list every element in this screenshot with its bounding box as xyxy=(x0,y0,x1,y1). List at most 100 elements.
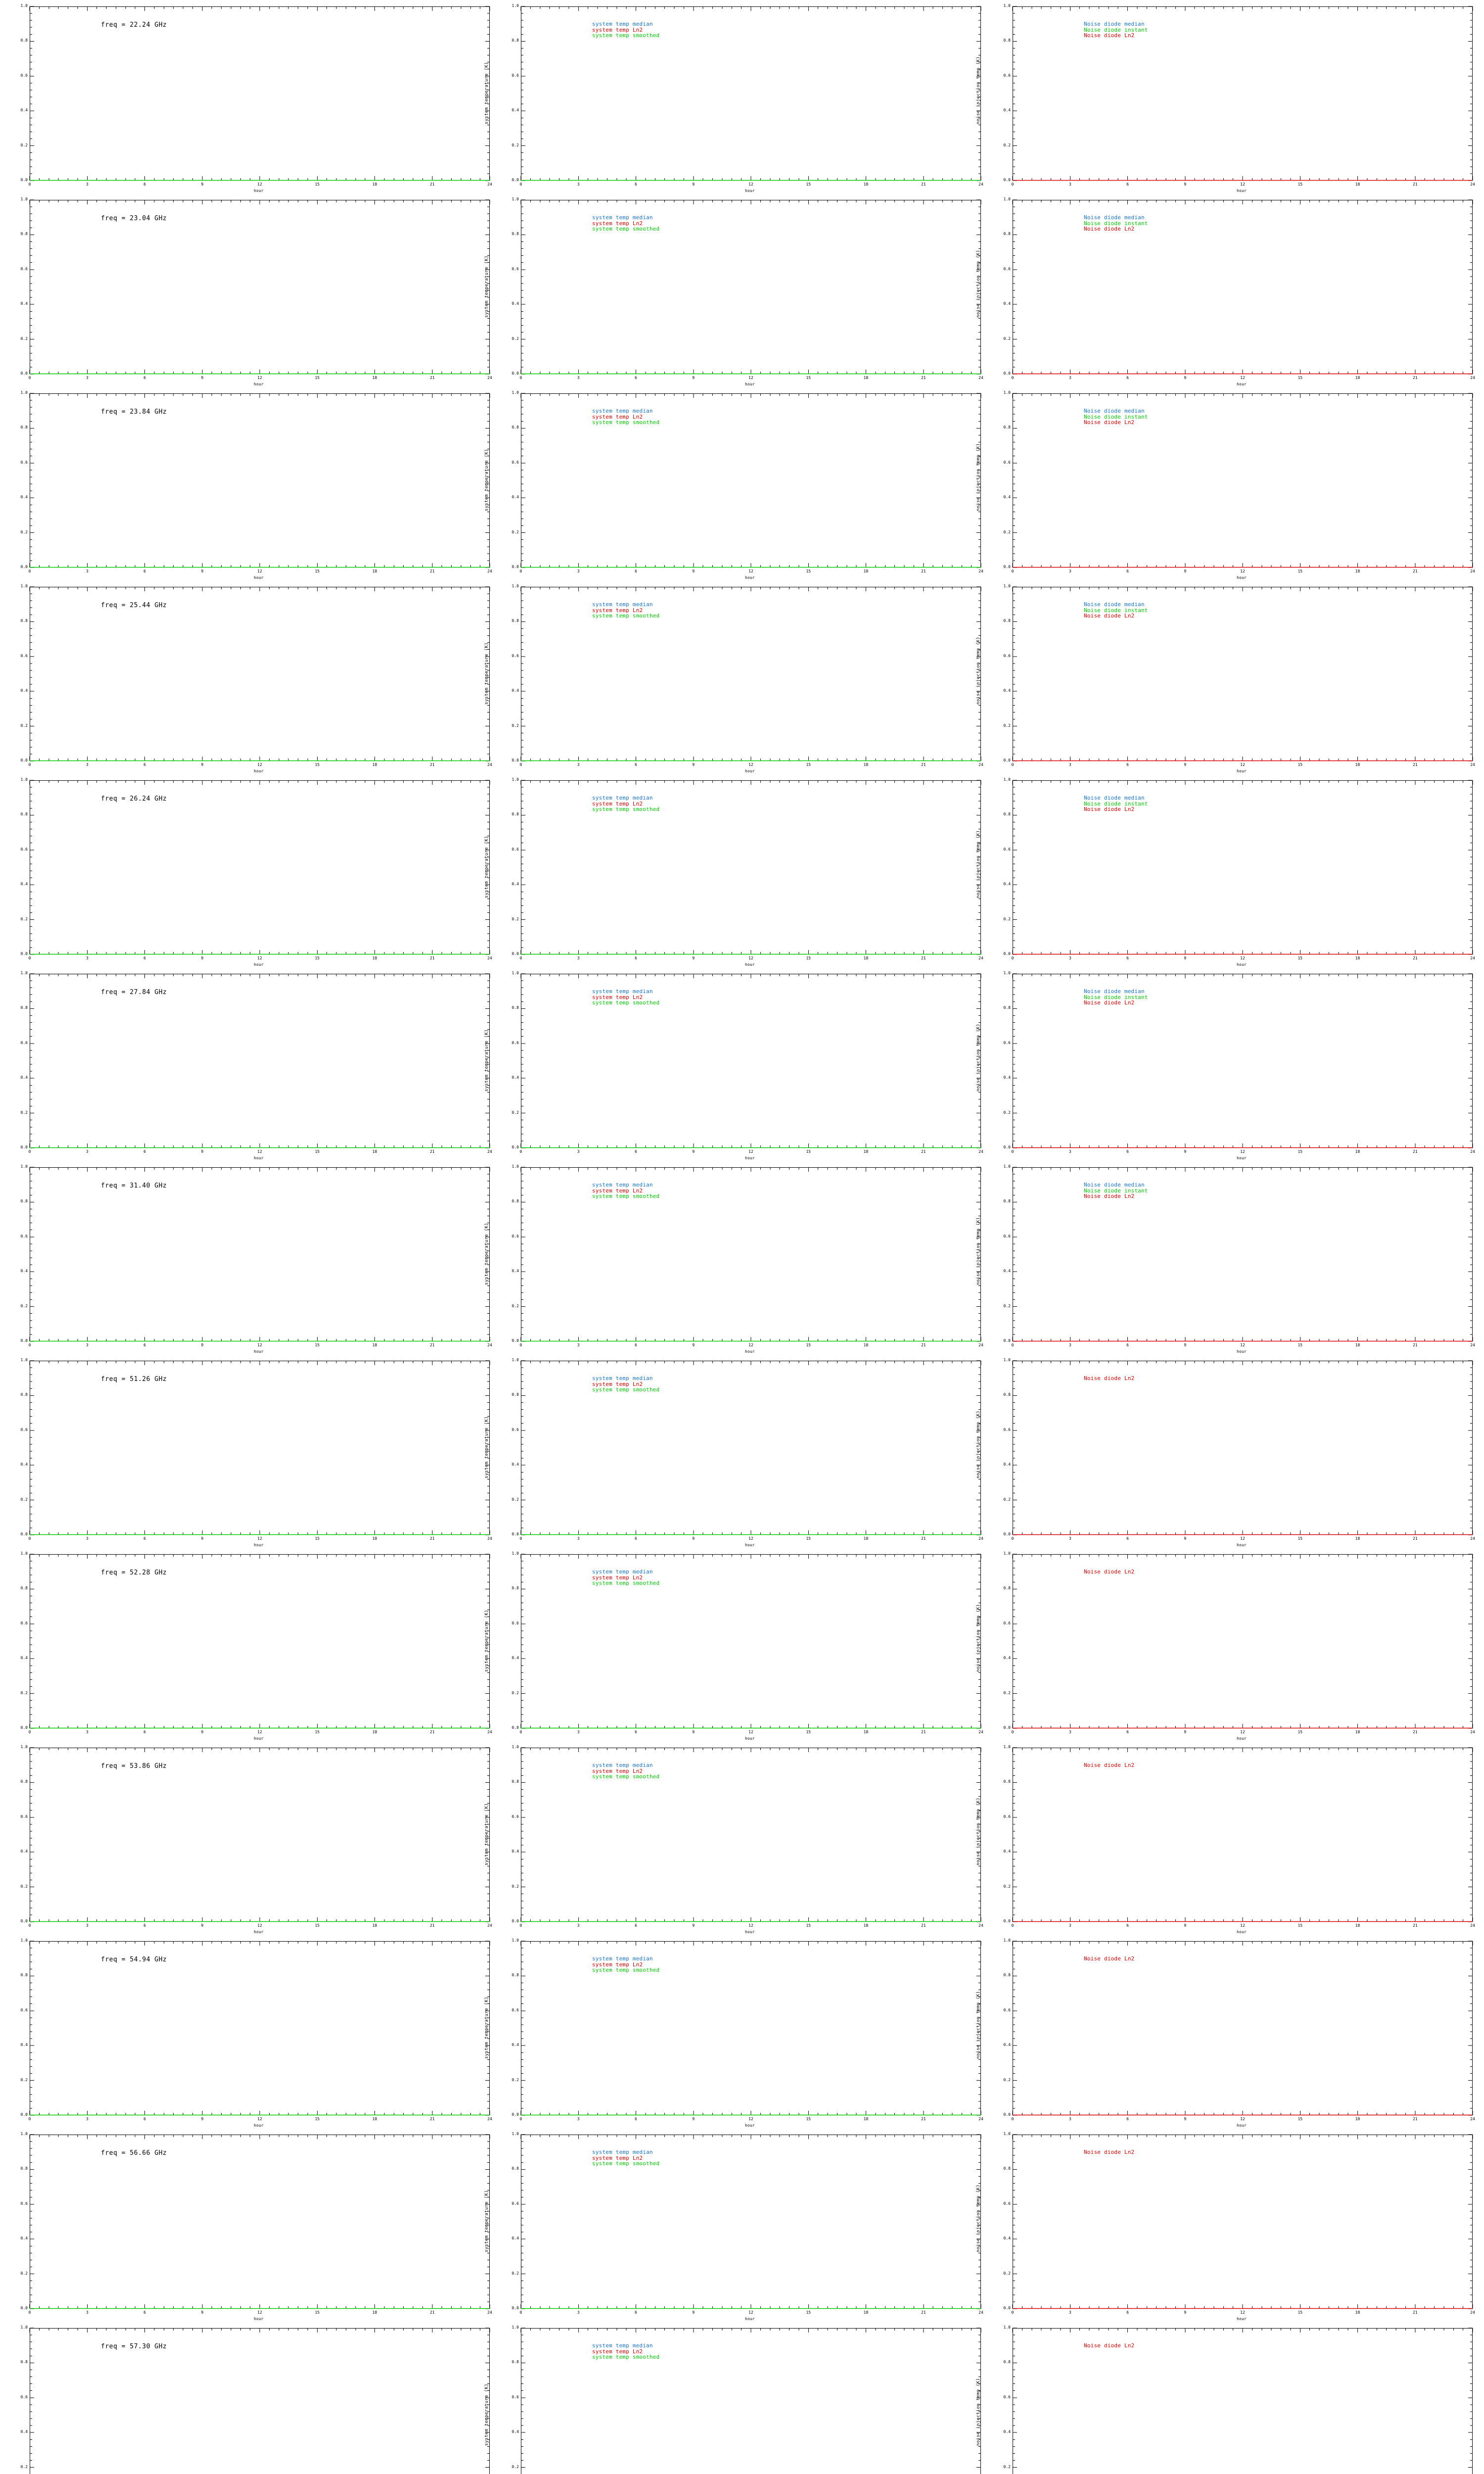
y-tick-label: 0.4 xyxy=(511,688,519,693)
y-tick-label: 0.4 xyxy=(1003,301,1011,306)
x-tick-label: 24 xyxy=(487,376,492,380)
x-tick-label: 0 xyxy=(28,376,31,380)
x-tick-label: 12 xyxy=(1240,2117,1245,2121)
x-tick-label: 0 xyxy=(28,1730,31,1734)
legend-entry: system temp median xyxy=(592,2149,653,2155)
y-axis-label: system temperature (K) xyxy=(484,2190,489,2252)
x-tick-label: 0 xyxy=(28,956,31,960)
plot-canvas xyxy=(520,1747,981,1922)
x-tick-label: 18 xyxy=(863,956,869,960)
x-tick-label: 24 xyxy=(487,1730,492,1734)
freq-annotation: freq = 54.94 GHz xyxy=(101,1956,167,1963)
y-tick-label: 0.2 xyxy=(1003,723,1011,728)
plot-canvas xyxy=(520,586,981,761)
y-tick-label: 0.2 xyxy=(511,336,519,341)
x-tick-label: 6 xyxy=(143,2117,146,2121)
x-tick-label: 0 xyxy=(28,1149,31,1154)
x-tick-label: 24 xyxy=(487,2310,492,2315)
x-tick-label: 15 xyxy=(1298,1730,1303,1734)
plot-canvas xyxy=(1012,199,1473,375)
legend-entry: system temp smoothed xyxy=(592,1580,660,1586)
y-tick-label: 0.0 xyxy=(511,1919,519,1923)
y-tick-label: 0.4 xyxy=(511,2236,519,2241)
x-tick-label: 18 xyxy=(863,1536,869,1541)
plot-panel: 0.0 0.2 0.4 0.6 0.8 1.0 0 3 6 9 12 15 18 21 24 system t… xyxy=(484,3,983,193)
x-tick-label: 21 xyxy=(921,2117,926,2121)
plot-panel: 0.0 0.2 0.4 0.6 0.8 1.0 0 3 6 9 12 15 18 21 24 system t… xyxy=(484,1358,983,1547)
x-tick-label: 9 xyxy=(1184,1730,1187,1734)
y-tick-label: 0.0 xyxy=(1003,178,1011,182)
plot-canvas xyxy=(1012,973,1473,1148)
x-tick-label: 18 xyxy=(1355,376,1360,380)
plot-panel: 0.0 0.2 0.4 0.6 0.8 1.0 0 3 6 9 12 15 18 21 24 Noise di… xyxy=(976,390,1475,580)
x-tick-label: 24 xyxy=(978,1536,983,1541)
x-tick-label: 12 xyxy=(257,1343,262,1347)
y-tick-label: 0.6 xyxy=(1003,460,1011,465)
y-tick-label: 0.0 xyxy=(20,2112,28,2117)
x-tick-label: 18 xyxy=(863,1923,869,1928)
y-tick-label: 0.8 xyxy=(1003,1779,1011,1784)
legend: system temp median system temp Ln2 system … xyxy=(592,1182,659,1199)
x-tick-label: 3 xyxy=(577,569,580,573)
legend-entry: system temp smoothed xyxy=(592,999,660,1006)
y-tick-label: 0.4 xyxy=(1003,2236,1011,2241)
y-tick-label: 0.0 xyxy=(1003,1145,1011,1149)
y-tick-label: 0.6 xyxy=(1003,1040,1011,1045)
legend-entry: Noise diode median xyxy=(1084,601,1145,608)
y-axis-label: noise injection temp (K) xyxy=(976,1410,981,1478)
x-tick-label: 12 xyxy=(1240,569,1245,573)
plot-canvas xyxy=(29,199,490,375)
x-tick-label: 12 xyxy=(748,762,753,767)
x-tick-label: 9 xyxy=(1184,376,1187,380)
x-axis-label: hour xyxy=(254,382,264,386)
x-tick-label: 9 xyxy=(692,1730,695,1734)
x-tick-label: 18 xyxy=(1355,762,1360,767)
y-tick-label: 0.6 xyxy=(1003,1234,1011,1238)
x-tick-label: 12 xyxy=(1240,1536,1245,1541)
plot-panel: 0.0 0.2 0.4 0.6 0.8 1.0 0 3 6 9 12 15 18 21 24 Noise di… xyxy=(976,971,1475,1160)
x-tick-label: 21 xyxy=(1412,1730,1418,1734)
y-tick-label: 0.2 xyxy=(1003,529,1011,534)
legend-entry: Noise diode Ln2 xyxy=(1084,999,1135,1006)
x-tick-label: 18 xyxy=(1355,569,1360,573)
y-tick-label: 0.4 xyxy=(511,301,519,306)
freq-annotation: freq = 52.28 GHz xyxy=(101,1569,167,1576)
x-tick-label: 15 xyxy=(806,1149,811,1154)
y-tick-label: 0.4 xyxy=(511,1462,519,1467)
x-tick-label: 12 xyxy=(257,2117,262,2121)
freq-annotation: freq = 27.84 GHz xyxy=(101,989,167,996)
y-tick-label: 0.4 xyxy=(20,495,28,500)
x-tick-label: 3 xyxy=(86,569,89,573)
x-tick-label: 24 xyxy=(978,2310,983,2315)
x-axis-label: hour xyxy=(745,1736,755,1741)
freq-annotation: freq = 26.24 GHz xyxy=(101,795,167,803)
x-tick-label: 0 xyxy=(519,1343,522,1347)
y-tick-label: 0.6 xyxy=(1003,266,1011,271)
x-tick-label: 0 xyxy=(28,1343,31,1347)
plot-panel: 0.0 0.2 0.4 0.6 0.8 1.0 0 3 6 9 12 15 18 21 24 Noise di… xyxy=(976,1164,1475,1354)
y-tick-label: 0.6 xyxy=(511,2394,519,2399)
x-tick-label: 21 xyxy=(429,956,435,960)
x-axis-label: hour xyxy=(745,382,755,386)
y-tick-label: 0.4 xyxy=(20,688,28,693)
x-tick-label: 6 xyxy=(1126,956,1129,960)
y-tick-label: 0.4 xyxy=(1003,1849,1011,1854)
x-tick-label: 3 xyxy=(1068,1149,1071,1154)
y-tick-label: 0.6 xyxy=(1003,1814,1011,1819)
x-tick-label: 3 xyxy=(86,1536,89,1541)
y-axis-label: system temperature (K) xyxy=(484,1803,489,1865)
y-tick-label: 0.4 xyxy=(20,2043,28,2047)
y-tick-label: 0.8 xyxy=(511,2360,519,2365)
y-tick-label: 0.6 xyxy=(1003,847,1011,852)
y-tick-label: 0.6 xyxy=(1003,1427,1011,1432)
x-tick-label: 12 xyxy=(1240,1923,1245,1928)
x-tick-label: 6 xyxy=(143,1730,146,1734)
x-tick-label: 12 xyxy=(257,1923,262,1928)
plot-canvas xyxy=(520,2134,981,2309)
x-tick-label: 15 xyxy=(1298,762,1303,767)
legend-entry: system temp Ln2 xyxy=(592,607,643,614)
plot-panel: 0.0 0.2 0.4 0.6 0.8 1.0 0 3 6 9 12 15 18 21 24 freq = 2… xyxy=(21,777,492,967)
legend-entry: Noise diode Ln2 xyxy=(1084,1569,1135,1575)
legend-entry: system temp Ln2 xyxy=(592,26,643,33)
legend-entry: Noise diode Ln2 xyxy=(1084,226,1135,232)
